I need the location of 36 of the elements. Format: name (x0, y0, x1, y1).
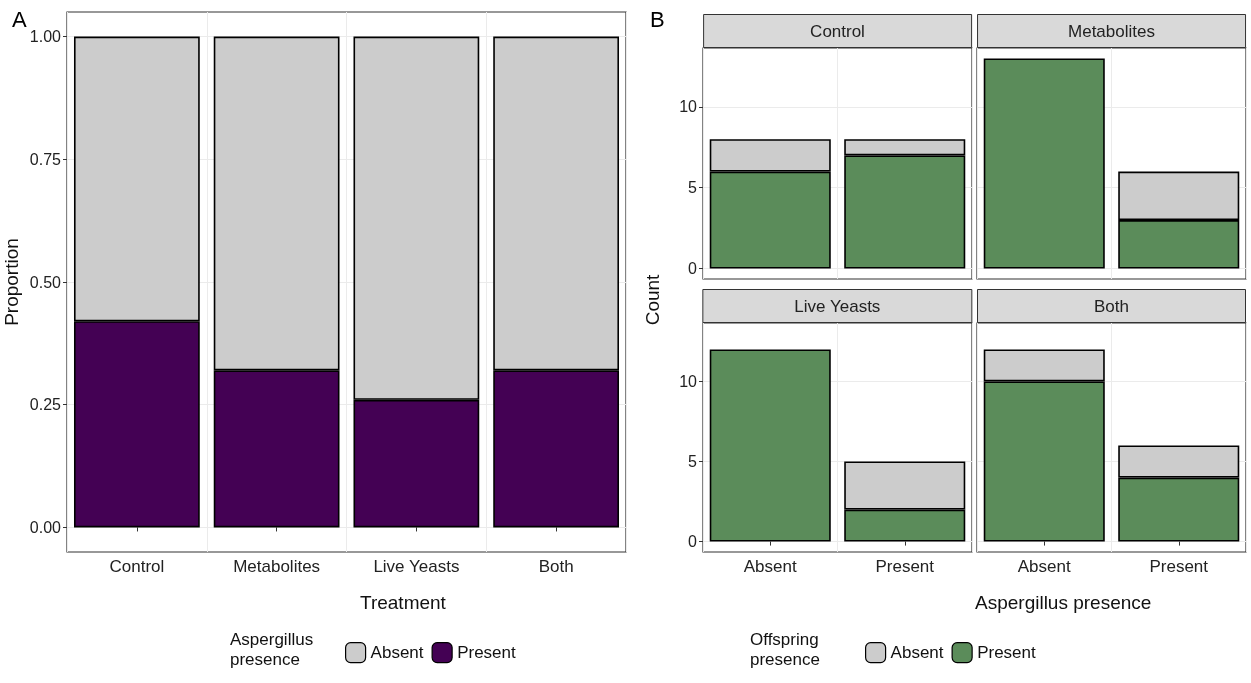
y-tick-label: 0.00 (29, 518, 62, 536)
legend-label: Present (977, 643, 1036, 663)
text: B (650, 6, 665, 32)
y-tick-label: 0 (688, 260, 698, 277)
y-tick-label: 5 (688, 179, 698, 197)
legend-label: Absent (890, 643, 944, 663)
y-tick-label: 0.75 (29, 150, 62, 168)
legend-title: Offspring presence (750, 629, 824, 669)
chart-title: Both (1094, 296, 1129, 316)
x-tick-label: Present (875, 557, 935, 576)
chart-title: Metabolites (1068, 21, 1155, 41)
x-tick-label: Present (1149, 557, 1209, 576)
x-tick-label: Metabolites (233, 557, 321, 576)
x-tick-label: Both (538, 557, 574, 576)
bar (709, 349, 831, 542)
x-tick-label: Control (109, 557, 165, 576)
y-tick-label: 1.00 (29, 28, 62, 46)
y-tick-label: 10 (679, 372, 698, 390)
chart-title: Live Yeasts (794, 296, 881, 316)
y-tick-label: 0 (688, 533, 698, 551)
y-tick-label: 10 (679, 98, 698, 116)
y-tick-label: 5 (688, 453, 698, 471)
y-axis-title: Proportion (0, 238, 22, 326)
x-axis-title: Treatment (359, 592, 447, 613)
legend-label: Present (457, 643, 516, 663)
x-tick-label: Absent (743, 557, 797, 576)
y-tick-label: 0.50 (29, 273, 62, 291)
legend-label: Absent (370, 643, 424, 663)
legend-title: Aspergillus presence (230, 629, 318, 669)
y-tick-label: 0.25 (29, 396, 62, 414)
chart-title: Control (810, 21, 865, 41)
y-axis-title: Count (641, 273, 663, 326)
x-tick-label: Absent (1017, 557, 1071, 576)
text: A (12, 6, 27, 32)
x-tick-label: Live Yeasts (373, 557, 460, 576)
x-axis-title: Aspergillus presence (975, 592, 1152, 613)
